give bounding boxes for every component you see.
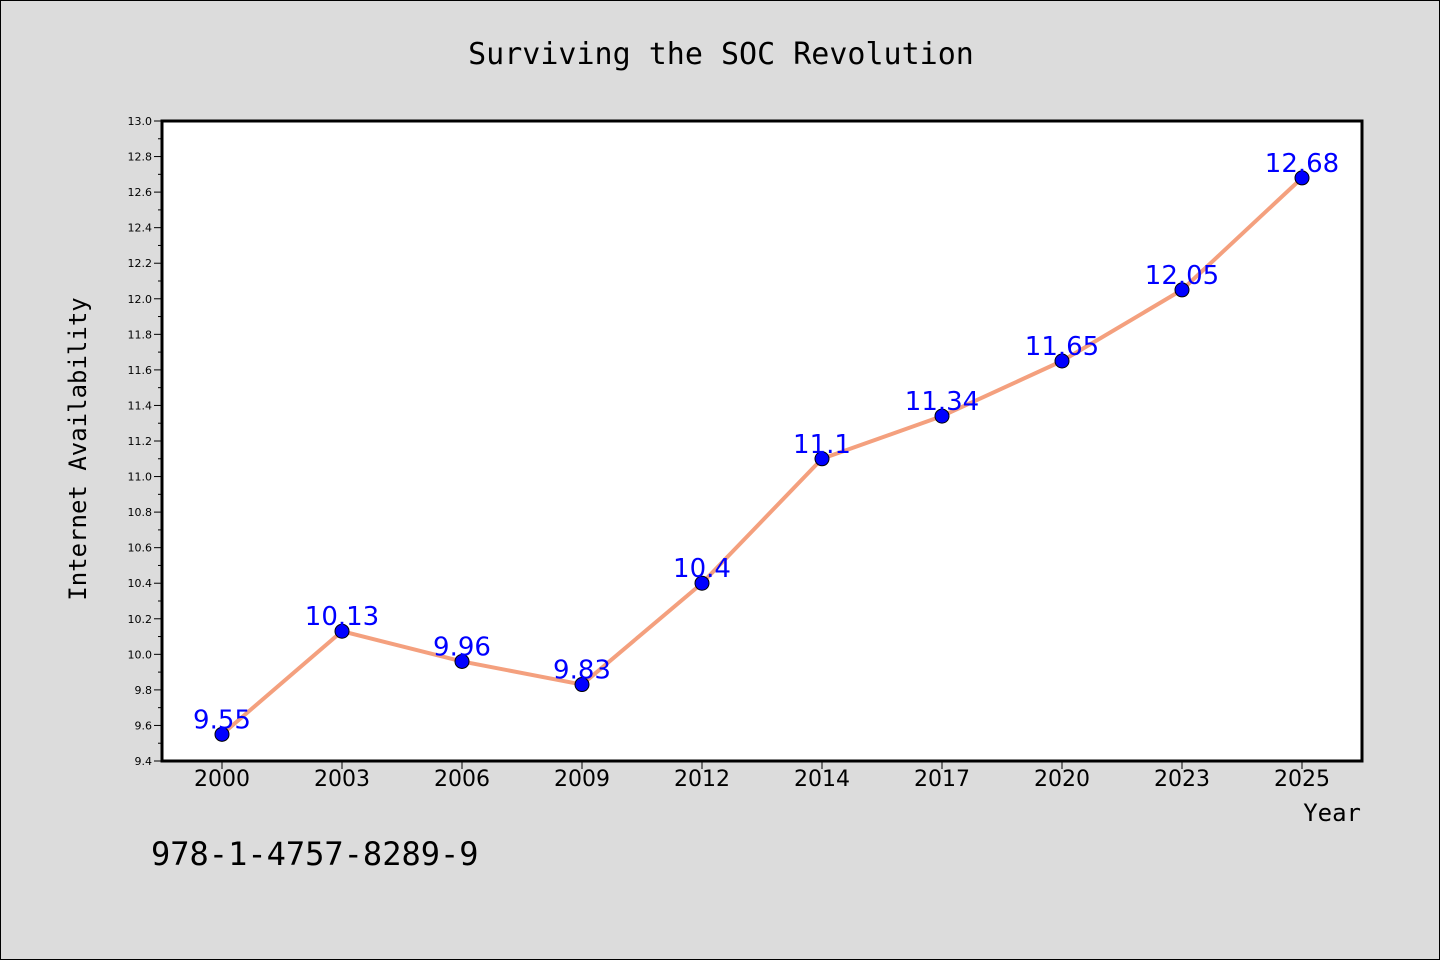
y-tick-label: 11.6	[128, 364, 153, 377]
data-label: 11.34	[905, 387, 979, 417]
data-label-layer: 9.55 10.13 9.96 9.83 10.4 11.1 11.34 11.65 12.05…	[193, 149, 1339, 735]
plot-area	[160, 119, 1364, 763]
data-point	[934, 408, 950, 424]
isbn-annotation: 978-1-4757-8289-9	[151, 835, 479, 873]
data-label: 9.83	[553, 656, 611, 686]
data-point	[214, 726, 230, 742]
data-label: 11.65	[1025, 332, 1099, 362]
x-tick-label: 2006	[434, 767, 490, 792]
data-label: 9.96	[433, 632, 491, 662]
x-tick-label: 2003	[314, 767, 370, 792]
y-tick-label: 9.8	[135, 684, 153, 697]
x-tick-label: 2012	[674, 767, 730, 792]
x-tick-label: 2000	[194, 767, 250, 792]
x-tick-label: 2009	[554, 767, 610, 792]
y-tick-label: 10.8	[128, 506, 153, 519]
y-tick-label: 10.4	[128, 577, 153, 590]
x-axis-label: Year	[1303, 799, 1361, 827]
y-tick-label: 11.4	[128, 399, 153, 412]
y-tick-label: 12.2	[128, 257, 153, 270]
data-label: 10.4	[673, 554, 731, 584]
series-layer	[214, 170, 1310, 742]
y-tick-label: 11.0	[128, 471, 153, 484]
x-tick-label: 2017	[914, 767, 970, 792]
series-line	[220, 175, 1304, 737]
data-point	[1054, 353, 1070, 369]
data-label: 11.1	[793, 430, 851, 460]
y-tick-label: 10.6	[128, 542, 153, 555]
x-tick-label: 2020	[1034, 767, 1090, 792]
y-tick-label: 11.8	[128, 328, 153, 341]
data-point	[1294, 170, 1310, 186]
x-tick-label: 2025	[1274, 767, 1330, 792]
x-tick-label: 2023	[1154, 767, 1210, 792]
data-point	[814, 451, 830, 467]
data-point	[574, 677, 590, 693]
data-label: 12.68	[1265, 149, 1339, 179]
y-tick-label: 10.0	[128, 648, 153, 661]
y-tick-label: 11.2	[128, 435, 153, 448]
y-tick-label: 12.8	[128, 151, 153, 164]
data-label: 9.55	[193, 705, 251, 735]
data-point	[334, 623, 350, 639]
y-tick-label: 13.0	[128, 115, 153, 128]
data-label: 10.13	[305, 602, 379, 632]
y-axis: 9.4 9.6 9.8 10.0 10.2 10.4 10.6 10.8 11.0 11.2 11.…	[128, 115, 162, 768]
y-tick-label: 12.4	[128, 222, 153, 235]
chart-title: Surviving the SOC Revolution	[468, 37, 974, 72]
y-tick-label: 9.4	[135, 755, 153, 768]
data-label: 12.05	[1145, 261, 1219, 291]
y-tick-label: 12.0	[128, 293, 153, 306]
data-point	[694, 575, 710, 591]
x-axis: 2000 2003 2006 2009 2012 2014 2017 2020 2023 2025	[194, 761, 1330, 792]
y-tick-label: 12.6	[128, 186, 153, 199]
data-point	[1174, 282, 1190, 298]
y-tick-label: 9.6	[135, 719, 153, 732]
x-tick-label: 2014	[794, 767, 850, 792]
y-axis-label: Internet Availability	[64, 297, 92, 600]
y-tick-label: 10.2	[128, 613, 153, 626]
data-point	[454, 653, 470, 669]
